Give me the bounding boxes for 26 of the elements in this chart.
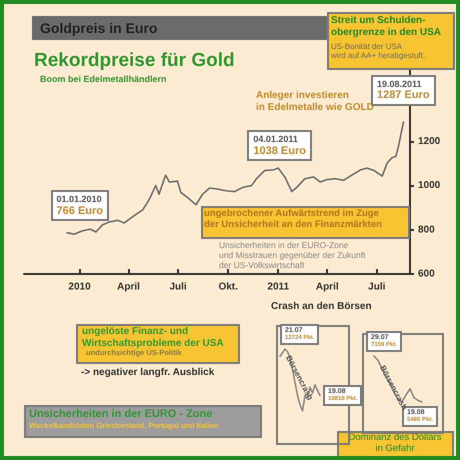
- x-tick-label: 2011: [267, 282, 290, 292]
- annotation: 01.01.2010 766 Euro: [56, 194, 103, 218]
- annotation: Anleger investieren in Edelmetalle wie GOLD: [256, 90, 374, 113]
- x-tick-label: April: [117, 282, 140, 292]
- text: Crash an den Börsen: [271, 301, 372, 312]
- text: Streit um Schulden- obergrenze in den USA: [331, 15, 442, 38]
- annotation: ungebrochener Aufwärtstrend im Zuge der Unsicherheit an den Finanzmärkten: [204, 208, 382, 231]
- x-tick-label: Juli: [169, 282, 187, 292]
- x-tick-label: Juli: [368, 282, 386, 292]
- annotation: 04.01.2011 1038 Euro: [253, 134, 306, 158]
- annotation: Boom bei Edelmetallhändlern: [40, 74, 167, 84]
- annotation: Unsicherheiten in der EURO-Zone und Misstrauen gegenüber der Zukunft der US-Volkswirtschaft: [219, 240, 366, 270]
- y-tick-label: 800: [418, 224, 436, 236]
- text: Unsicherheiten in der EURO - Zone: [29, 408, 212, 421]
- chart-title: Goldpreis in Euro: [40, 20, 158, 36]
- y-tick-label: 1000: [418, 180, 441, 192]
- y-tick-label: 600: [418, 268, 436, 280]
- text: US-Bonität der USA wird auf AA+ herabgestuft.: [331, 42, 426, 60]
- annotation: 19.08.2011 1287 Euro: [376, 79, 430, 102]
- text: ungelöste Finanz- und Wirtschaftsprobleme der USA: [82, 326, 224, 349]
- text: -> negativer langfr. Ausblick: [81, 367, 214, 378]
- x-tick-label: 2010: [68, 282, 92, 292]
- y-tick-label: 1200: [418, 136, 441, 147]
- x-tick-label: Okt.: [218, 282, 238, 292]
- x-tick-label: April: [316, 282, 339, 292]
- chart-subtitle: Rekordpreise für Gold: [34, 50, 235, 72]
